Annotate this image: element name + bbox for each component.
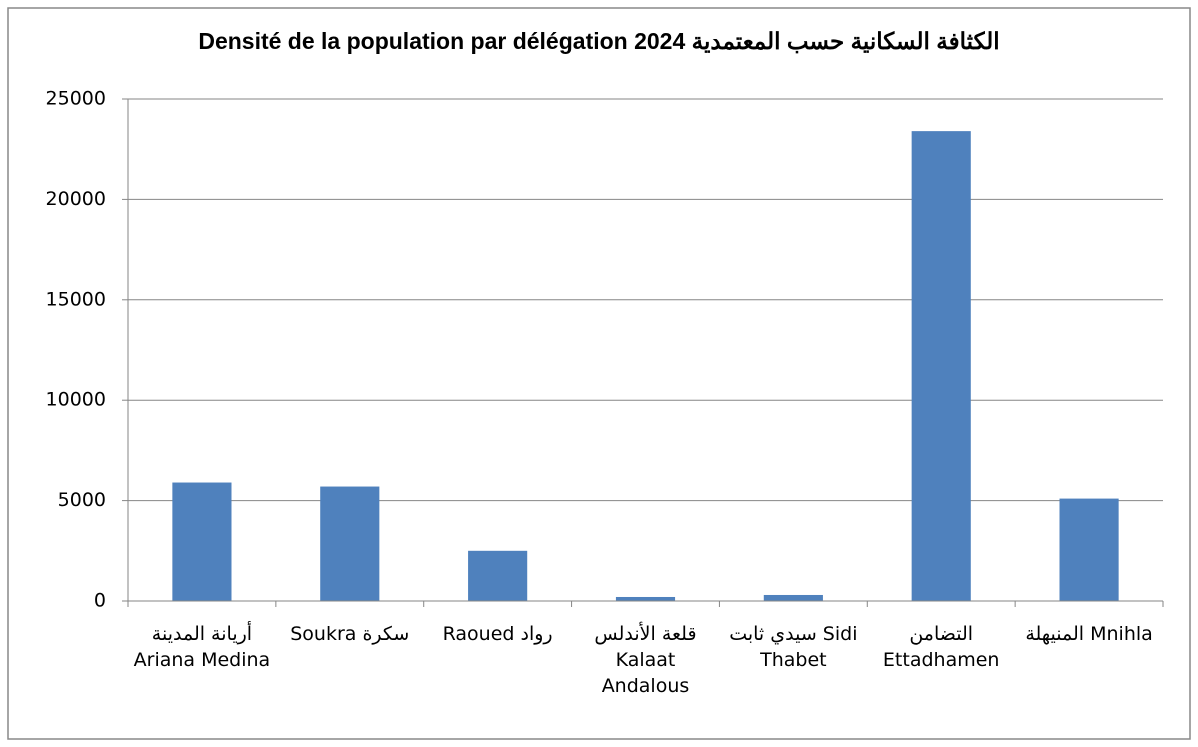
y-tick-label: 15000 [46, 288, 106, 310]
x-tick-label: قلعة الأندلس Kalaat Andalous [594, 623, 697, 697]
bar [468, 550, 528, 601]
y-tick-label: 20000 [46, 188, 106, 210]
y-tick-label: 5000 [58, 489, 106, 511]
bar [1059, 498, 1119, 601]
bar [320, 486, 380, 601]
x-tick-label: سيدي ثابت Sidi Thabet [729, 623, 858, 671]
chart-title: Densité de la population par délégation … [198, 28, 1000, 54]
x-tick-label: التضامن Ettadhamen [882, 623, 1000, 671]
bar [615, 596, 676, 601]
y-tick-label: 10000 [46, 389, 106, 411]
y-tick-label: 0 [94, 590, 106, 612]
bar [763, 594, 823, 601]
y-tick-label: 25000 [46, 88, 106, 110]
x-tick-label: Raoued رواد [442, 623, 553, 645]
bar [911, 131, 971, 602]
bar [172, 482, 232, 601]
x-tick-label: المنيهلة Mnihla [1025, 623, 1153, 645]
x-tick-label: أريانة المدينة Ariana Medina [133, 623, 271, 671]
x-tick-label: Soukra سكرة [290, 623, 410, 645]
chart-frame [7, 7, 1191, 740]
